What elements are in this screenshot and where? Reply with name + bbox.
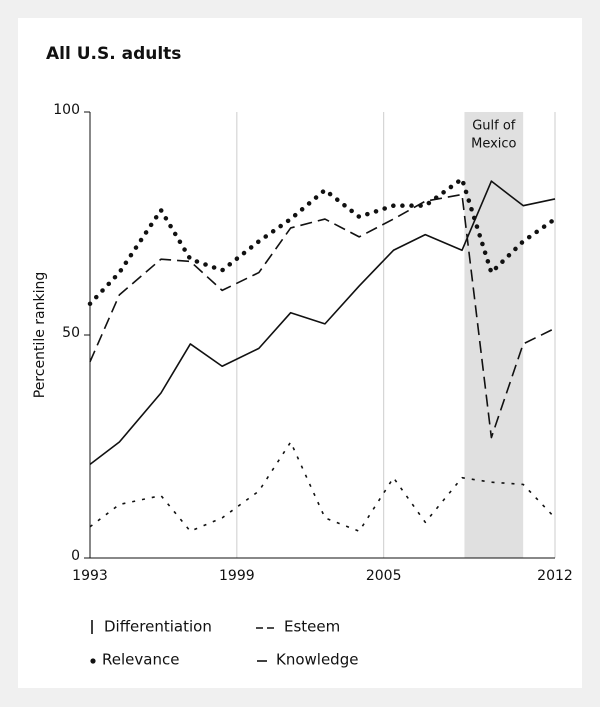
annotation-band — [464, 112, 524, 558]
legend-item: Esteem — [256, 618, 340, 636]
legend-label: Relevance — [102, 651, 179, 669]
legend-item: Relevance — [90, 651, 179, 669]
y-tick-label: 100 — [53, 102, 80, 118]
legend-label: Knowledge — [276, 651, 358, 669]
x-tick-label: 2005 — [366, 568, 402, 584]
y-tick-label: 50 — [62, 325, 80, 341]
line-series — [89, 180, 556, 465]
x-tick-label: 2012 — [537, 568, 573, 584]
legend-item: Differentiation — [91, 618, 212, 636]
x-tick-label: 1993 — [72, 568, 108, 584]
y-tick-label: 0 — [71, 548, 80, 564]
legend-item: Knowledge — [257, 651, 358, 669]
legend-label: Differentiation — [104, 618, 212, 636]
legend-swatch — [90, 658, 96, 664]
annotation-text: Gulf of — [472, 119, 516, 134]
x-tick-label: 1999 — [219, 568, 255, 584]
chart-title: All U.S. adults — [46, 44, 181, 64]
line-series — [89, 193, 556, 439]
line-series — [87, 176, 558, 307]
legend-label: Esteem — [284, 618, 340, 636]
annotation-text: Mexico — [471, 137, 516, 152]
y-axis-label: Percentile ranking — [32, 272, 48, 399]
